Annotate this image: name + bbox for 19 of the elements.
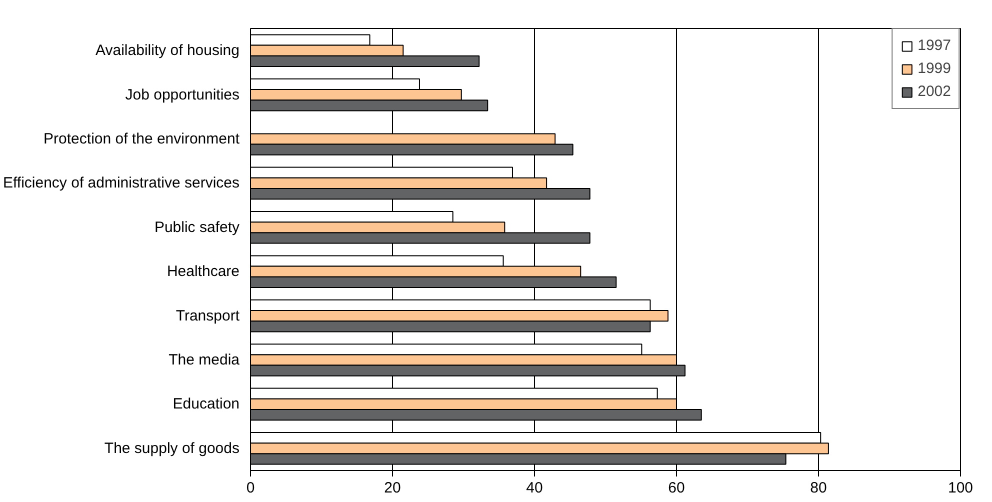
x-tick-label: 100 xyxy=(948,480,974,496)
legend-label: 2002 xyxy=(918,83,951,100)
legend-label: 1997 xyxy=(918,37,951,54)
y-tick-label: Education xyxy=(172,396,240,413)
y-tick-label: Public safety xyxy=(154,218,240,236)
x-tick-label: 0 xyxy=(246,480,255,496)
y-tick-label: The media xyxy=(168,352,240,368)
x-tick-label: 80 xyxy=(810,480,827,496)
y-tick-label: Transport xyxy=(176,307,240,324)
legend-label: 1999 xyxy=(918,60,951,77)
y-tick-label: The supply of goods xyxy=(104,440,240,457)
y-tick-label: Job opportunities xyxy=(125,86,240,104)
x-tick-label: 40 xyxy=(526,480,543,496)
x-tick-label: 60 xyxy=(668,480,685,496)
x-tick-label: 20 xyxy=(384,480,401,496)
y-tick-label: Availability of housing xyxy=(96,42,240,60)
y-tick-label: Protection of the environment xyxy=(44,130,240,148)
y-tick-label: Healthcare xyxy=(166,263,240,280)
y-tick-label: Efficiency of administrative services xyxy=(3,174,240,192)
